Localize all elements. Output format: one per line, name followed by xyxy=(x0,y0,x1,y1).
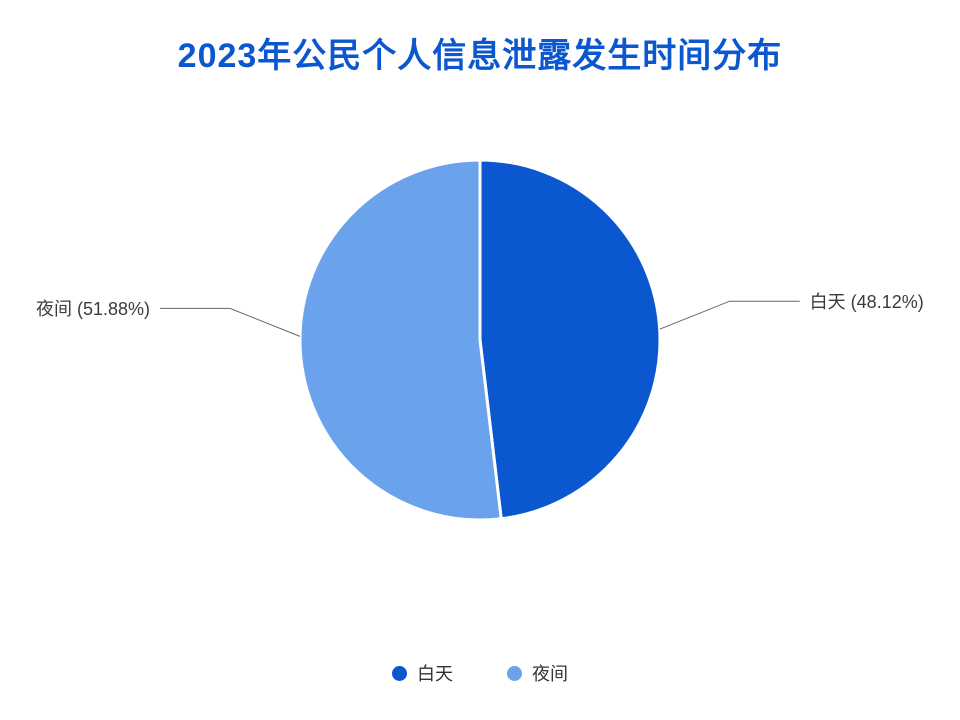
pie-slice-night xyxy=(300,160,501,520)
legend-dot-night xyxy=(507,666,522,681)
pie-svg xyxy=(0,110,960,630)
legend: 白天 夜间 xyxy=(0,660,960,686)
legend-item-night: 夜间 xyxy=(507,660,568,686)
legend-dot-day xyxy=(392,666,407,681)
legend-label-day: 白天 xyxy=(417,660,453,686)
legend-item-day: 白天 xyxy=(392,660,453,686)
callout-night: 夜间 (51.88%) xyxy=(36,295,150,321)
chart-title: 2023年公民个人信息泄露发生时间分布 xyxy=(0,28,960,77)
legend-label-night: 夜间 xyxy=(532,660,568,686)
leader-line-right xyxy=(660,301,800,329)
callout-night-label: 夜间 (51.88%) xyxy=(36,299,150,319)
pie-chart: 白天 (48.12%) 夜间 (51.88%) xyxy=(0,110,960,630)
pie-slice-day xyxy=(480,160,660,519)
leader-line-left xyxy=(160,308,300,336)
callout-day-label: 白天 (48.12%) xyxy=(810,292,924,312)
callout-day: 白天 (48.12%) xyxy=(810,288,924,314)
